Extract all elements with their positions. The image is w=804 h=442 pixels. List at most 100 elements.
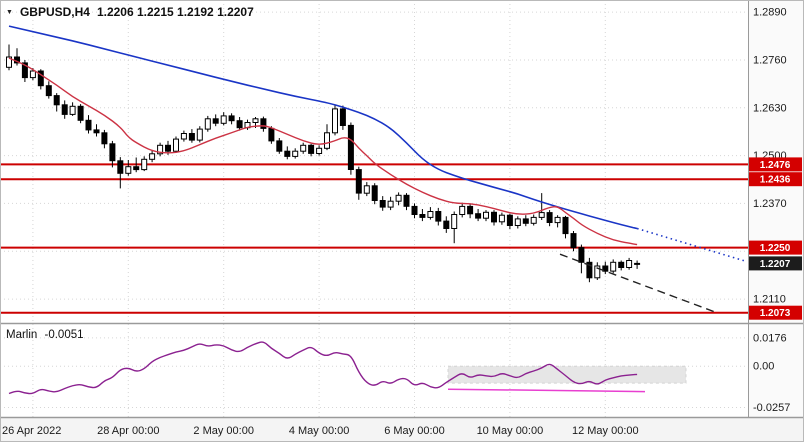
candle [514,216,521,229]
level-price-badge-text: 1.2250 [760,243,791,254]
candle-body [419,214,426,218]
dropdown-arrow-icon[interactable]: ▼ [6,8,13,16]
candle [427,207,434,220]
candle [483,210,489,222]
candle [125,160,132,176]
candle-body [610,261,617,272]
level-price-badge: 1.2436 [749,172,802,187]
candle-body [554,216,561,224]
candle-body [93,129,100,134]
candle-body [204,118,211,130]
candle-body [228,115,235,122]
candle-body [506,214,513,226]
candle-body [141,158,148,171]
candle [602,261,609,275]
candle [435,207,442,226]
candle-body [165,144,171,152]
candle-body [45,85,52,97]
candle-body [85,119,92,131]
candle [133,157,140,173]
candle [339,105,346,130]
candle [379,196,386,211]
candle-body [268,127,275,142]
level-price-badge-bg [749,172,802,187]
candle-body [284,150,291,157]
candle-body [276,140,283,152]
candle-body [530,216,537,224]
ma-blue-forecast-line [636,227,748,263]
candle-body [125,166,132,174]
candle-body [522,218,529,224]
indicator-name-label: Marlin [6,329,38,341]
level-price-badge: 1.2250 [749,240,802,255]
candle-body [53,95,60,106]
candle-body [196,128,203,141]
candle [546,210,553,227]
candle [491,210,497,226]
candle [363,182,370,197]
candle-body [395,194,402,202]
marlin-signal-line [447,388,646,393]
grid [0,0,748,417]
candle [196,126,203,143]
level-price-badge-bg [749,240,802,255]
candle-body [379,200,386,208]
candle [212,114,219,127]
time-tick-label: 12 May 00:00 [572,425,639,437]
candle [578,244,585,274]
current-price-badge-bg [749,256,802,271]
time-tick-label: 10 May 00:00 [477,425,544,437]
current-price-badge: 1.2207 [749,256,802,271]
symbol-timeframe-label: GBPUSD,H4 [19,5,90,19]
candle [347,122,354,175]
candle [292,148,299,159]
candle [451,211,458,244]
indicator-tick-label: -0.0257 [753,402,790,414]
candle-body [514,218,521,226]
candle-body [387,200,394,208]
price-axis-background [748,0,804,417]
candle [204,115,211,132]
current-price-badge-text: 1.2207 [760,259,791,270]
candle [6,44,12,71]
time-tick-label: 26 Apr 2022 [2,425,61,437]
trendline[interactable] [559,253,719,314]
indicator-title: Marlin -0.0051 [6,329,88,341]
candle [618,260,625,271]
candle [61,100,68,119]
candle [316,145,323,156]
candle [101,129,108,149]
candle-body [602,265,609,272]
candle-body [443,220,450,230]
candle [69,102,76,116]
candle [324,124,330,151]
indicator-tick-label: 0.00 [753,361,774,373]
candle [85,115,92,134]
candle-body [578,247,585,263]
candle [371,183,378,205]
candle [228,113,235,125]
price-tick-label: 1.2630 [753,102,787,114]
candle-body [483,211,489,219]
candle [387,196,394,211]
candle-body [427,211,434,218]
level-price-badge-text: 1.2436 [760,175,791,186]
candle-body [316,147,323,155]
candle-body [324,132,330,149]
time-tick-label: 28 Apr 00:00 [97,425,159,437]
candle-body [498,214,505,223]
candle-body [212,118,219,124]
candle [419,209,426,222]
price-tick-label: 1.2110 [753,294,786,306]
candle [594,262,601,280]
level-price-badge: 1.2476 [749,157,802,172]
ma-red-line [8,57,638,246]
candle [300,142,307,154]
candle-body [411,205,418,215]
candle [403,193,410,211]
candle [236,117,243,131]
marlin-line [8,341,638,395]
candle-body [109,143,116,162]
candle [188,129,195,143]
